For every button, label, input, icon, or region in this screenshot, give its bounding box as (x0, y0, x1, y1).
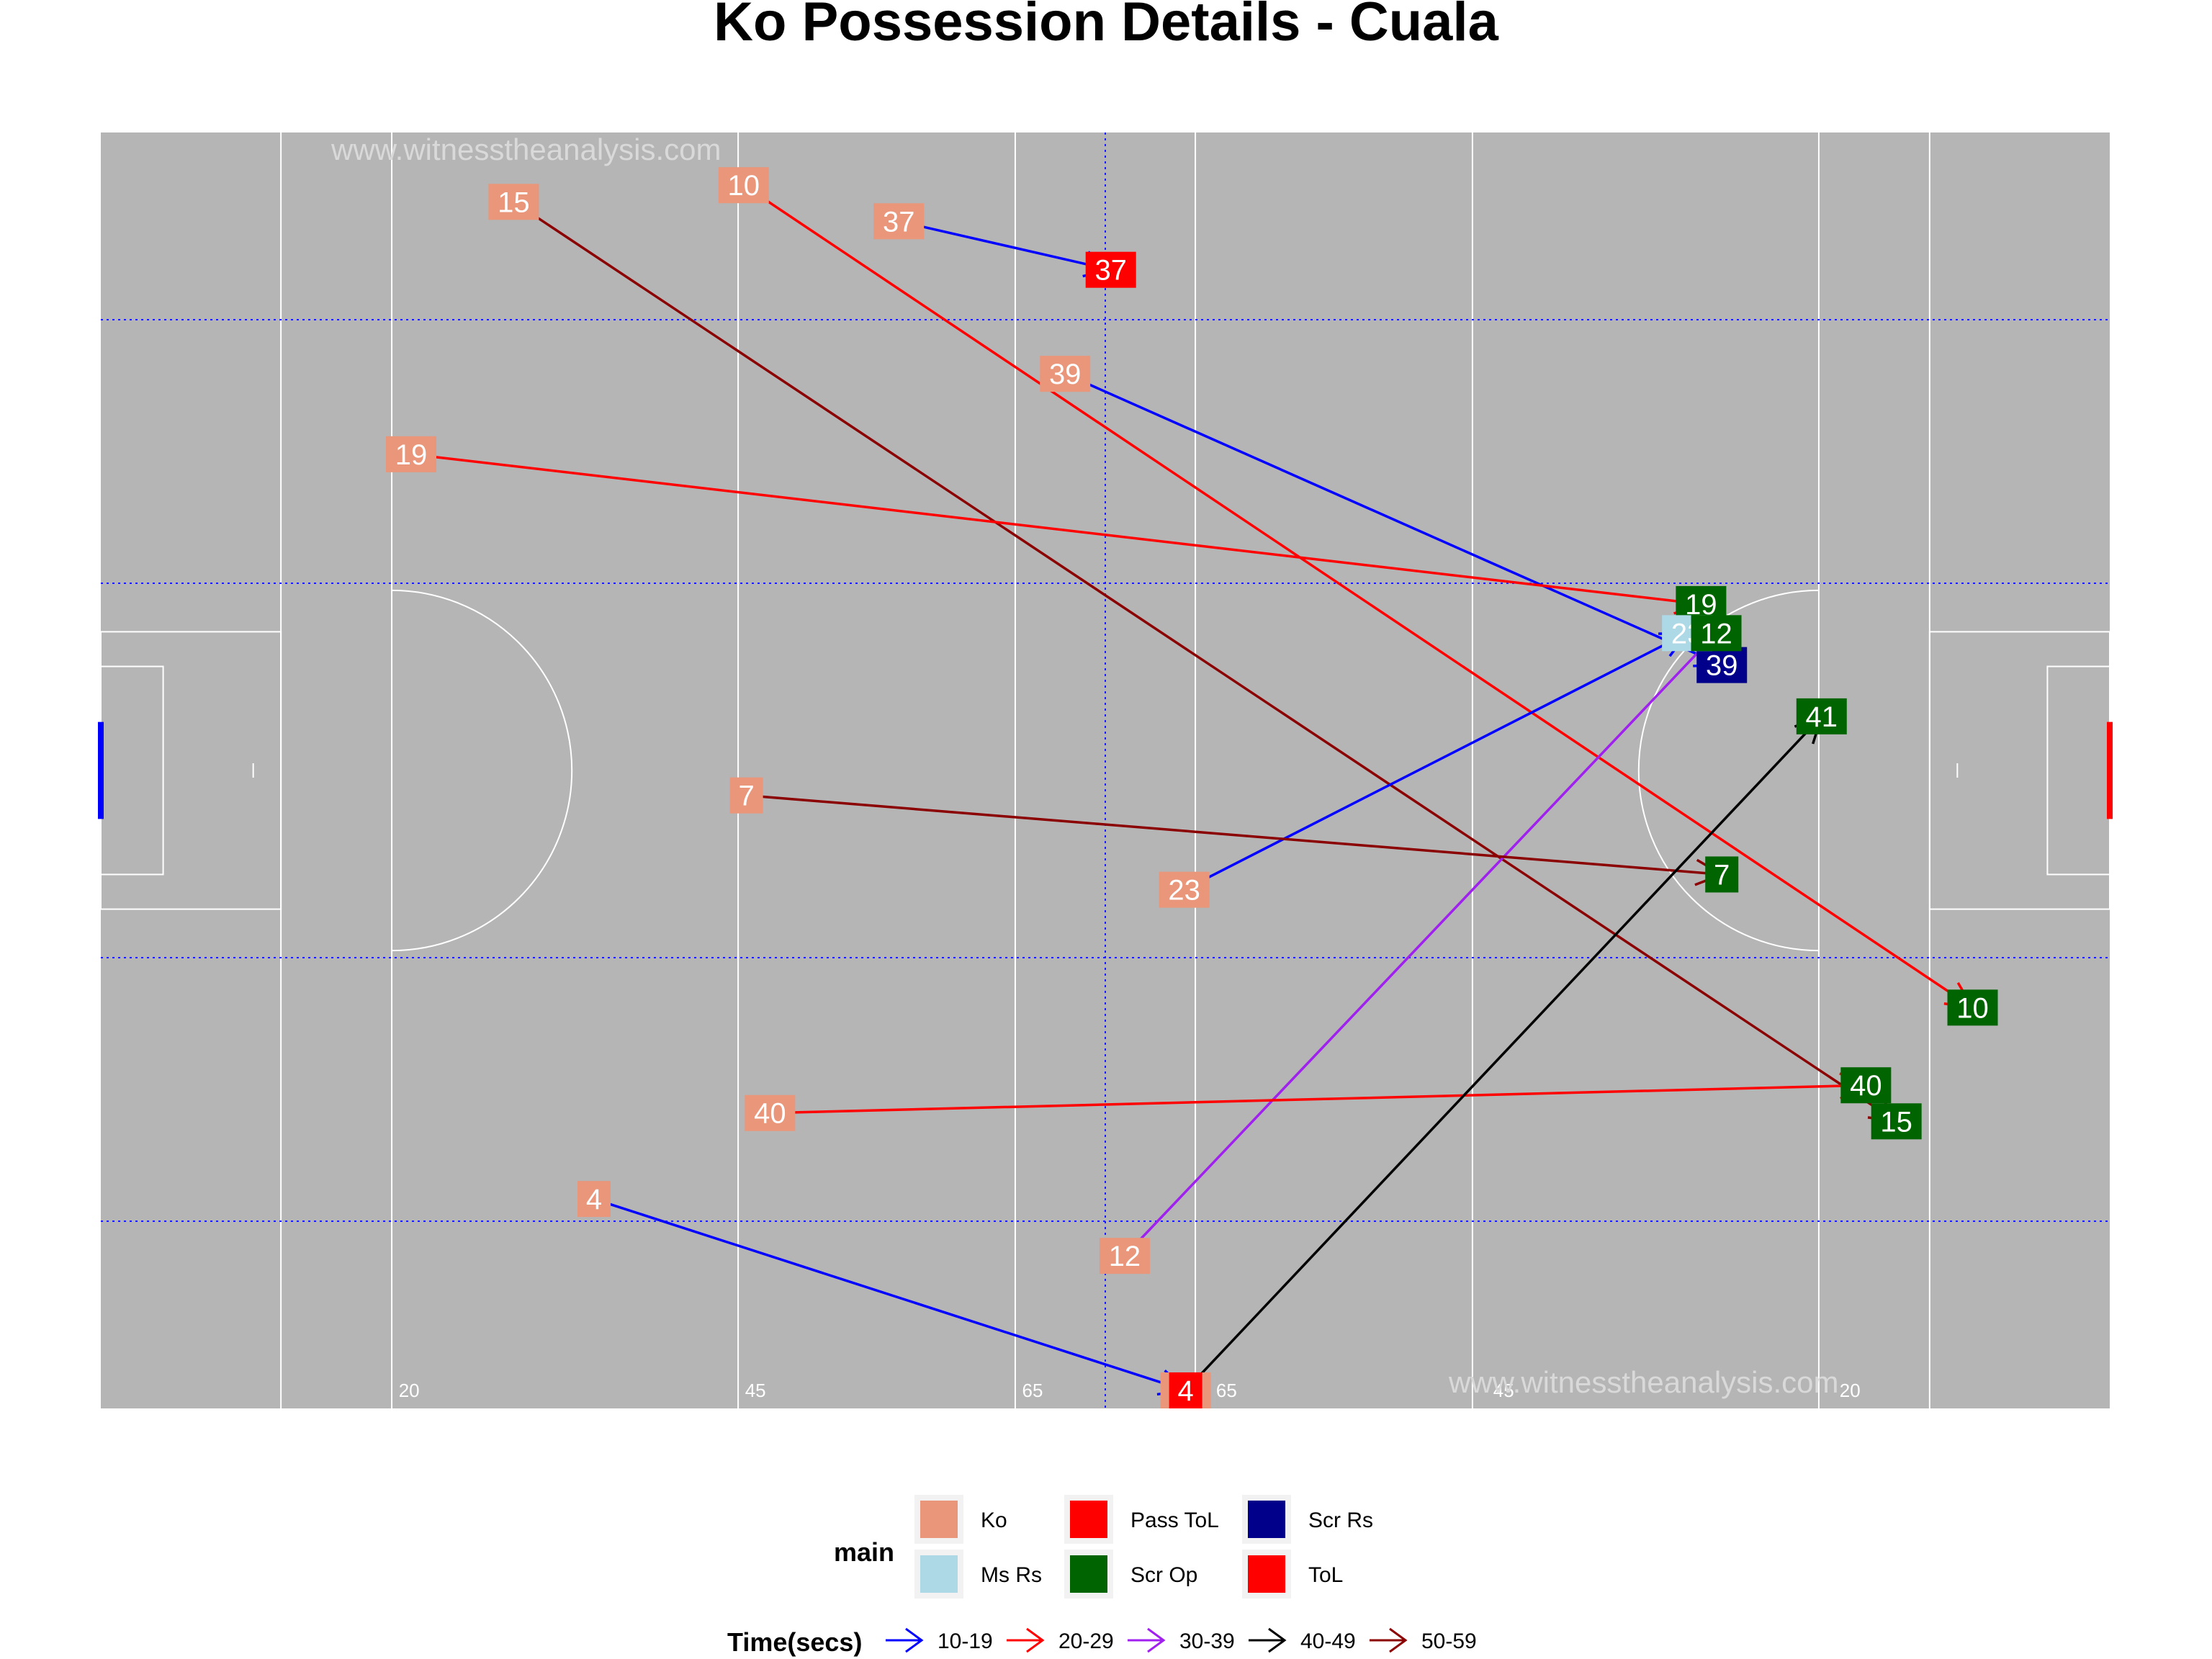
end-marker-12-text: 12 (1700, 618, 1732, 649)
end-marker-12: 12 (1691, 615, 1742, 651)
ko-marker-40-text: 40 (754, 1098, 786, 1130)
ko-marker-12-text: 12 (1109, 1241, 1141, 1272)
ko-marker-4-text: 4 (586, 1184, 602, 1215)
ko-marker-15: 15 (488, 184, 539, 220)
ko-marker-23: 23 (1159, 872, 1210, 908)
ko-marker-39: 39 (1040, 356, 1090, 392)
ko-marker-40: 40 (745, 1095, 795, 1131)
legend-label: Scr Rs (1308, 1509, 1373, 1532)
legend-arrow-50-59 (1370, 1629, 1406, 1652)
ko-marker-39-text: 39 (1049, 359, 1082, 390)
end-marker-7-text: 7 (1714, 859, 1730, 891)
end-marker-7: 7 (1705, 856, 1738, 892)
legend-time-label: 30-39 (1179, 1629, 1235, 1653)
legend-label: Scr Op (1130, 1563, 1197, 1587)
legend-time-label: 20-29 (1058, 1629, 1114, 1653)
legend: main Ko Ms Rs Pass ToL Scr Op Scr Rs ToL Time(s… (727, 1495, 1477, 1657)
legend-key-Ms Rs (920, 1555, 958, 1593)
end-marker-39-text: 39 (1706, 650, 1738, 682)
end-marker-40: 40 (1840, 1067, 1891, 1103)
end-marker-37: 37 (1086, 252, 1136, 288)
legend-key-Pass ToL (1070, 1501, 1107, 1538)
legend-arrow-30-39 (1128, 1629, 1164, 1652)
end-marker-15-text: 15 (1880, 1106, 1912, 1138)
end-marker-4-text: 4 (1177, 1375, 1193, 1407)
distance-label: 65 (1216, 1380, 1237, 1401)
watermark-bottom: www.witnesstheanalysis.com (1448, 1365, 1839, 1399)
legend-label: Ms Rs (981, 1563, 1042, 1587)
ko-marker-7: 7 (730, 778, 763, 814)
ko-marker-23-text: 23 (1168, 875, 1200, 907)
legend-key-Ko (920, 1501, 958, 1538)
end-marker-4: 4 (1169, 1372, 1202, 1408)
distance-label: 65 (1022, 1380, 1043, 1401)
legend-label: Ko (981, 1509, 1007, 1532)
ko-marker-15-text: 15 (498, 186, 530, 218)
legend-key-Scr Op (1070, 1555, 1107, 1593)
end-marker-41: 41 (1797, 698, 1847, 734)
end-marker-40-text: 40 (1850, 1070, 1882, 1102)
ko-marker-7-text: 7 (739, 781, 755, 812)
legend-time-label: 50-59 (1421, 1629, 1477, 1653)
ko-marker-12: 12 (1100, 1238, 1150, 1274)
end-marker-15: 15 (1871, 1103, 1922, 1139)
end-marker-10-text: 10 (1956, 992, 1989, 1024)
watermark-top: www.witnesstheanalysis.com (331, 132, 721, 166)
legend-key-Scr Rs (1248, 1501, 1285, 1538)
distance-label: 20 (399, 1380, 420, 1401)
legend-key-ToL (1248, 1555, 1285, 1593)
ko-marker-10: 10 (719, 167, 769, 203)
legend-label: ToL (1308, 1563, 1343, 1587)
ko-marker-37: 37 (873, 203, 924, 239)
end-marker-10: 10 (1948, 989, 1998, 1025)
chart-title: Ko Possession Details - Cuala (714, 0, 1498, 53)
ko-marker-10-text: 10 (728, 170, 760, 202)
distance-label: 45 (745, 1380, 766, 1401)
end-marker-37-text: 37 (1094, 255, 1127, 287)
ko-marker-19-text: 19 (395, 439, 428, 471)
legend-time-title: Time(secs) (727, 1627, 862, 1657)
legend-main-title: main (834, 1537, 894, 1567)
legend-time-label: 40-49 (1300, 1629, 1356, 1653)
ko-marker-19: 19 (386, 436, 436, 472)
legend-label: Pass ToL (1130, 1509, 1219, 1532)
end-marker-39: 39 (1696, 647, 1747, 683)
pitch: 20 45 65 65 45 20 (101, 132, 2110, 1408)
legend-arrow-10-19 (886, 1629, 922, 1652)
legend-arrow-20-29 (1007, 1629, 1043, 1652)
ko-marker-4: 4 (577, 1181, 611, 1217)
legend-time-label: 10-19 (938, 1629, 993, 1653)
ko-marker-37-text: 37 (883, 206, 915, 238)
legend-arrow-40-49 (1249, 1629, 1285, 1652)
distance-label: 20 (1840, 1380, 1861, 1401)
end-marker-41-text: 41 (1806, 701, 1838, 733)
